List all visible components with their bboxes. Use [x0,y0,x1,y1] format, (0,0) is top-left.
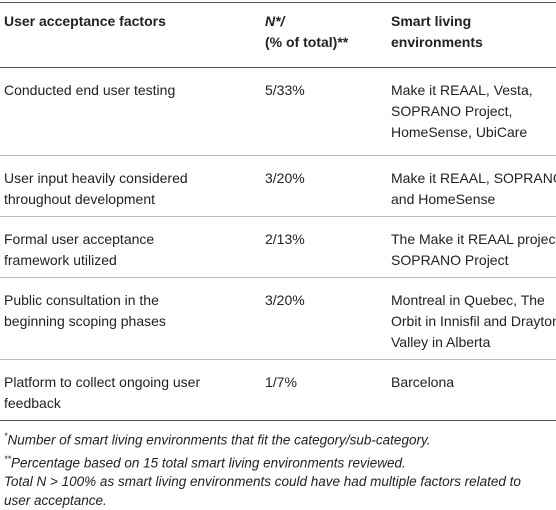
cell-line: Valley in Alberta [391,334,491,350]
table-cell: 1/7% [261,360,387,421]
footnote-text: Number of smart living environments that… [7,432,431,448]
cell-line: N*/ [265,13,285,29]
cell-line: beginning scoping phases [4,313,166,329]
cell-line: Public consultation in the [4,292,159,308]
column-header: Smart living environments [387,3,556,68]
cell-line: Platform to collect ongoing user [4,374,201,390]
cell-line: (% of total)** [265,34,349,50]
table-cell: Make it REAAL, SOPRANO and HomeSense [387,156,556,217]
cell-line: framework utilized [4,252,117,268]
table-cell: Make it REAAL, Vesta, SOPRANO Project, Hom… [387,68,556,156]
cell-line: Conducted end user testing [4,82,176,98]
table-cell: Public consultation in the beginning scop… [0,278,261,360]
cell-line: Orbit in Innisfil and Drayton [391,313,556,329]
cell-line: 3/20% [265,170,305,186]
table-row: Public consultation in the beginning scop… [0,278,556,360]
cell-line: The Make it REAAL project [391,231,556,247]
footnote-mark: ** [4,453,12,464]
cell-line: and HomeSense [391,191,496,207]
cell-line: Montreal in Quebec, The [391,292,545,308]
table-cell: 2/13% [261,217,387,278]
cell-line: 2/13% [265,231,305,247]
cell-line: User input heavily considered [4,170,188,186]
table-row: Platform to collect ongoing user feedback… [0,360,556,421]
table-cell: Formal user acceptance framework utilized [0,217,261,278]
table-cell: Conducted end user testing [0,68,261,156]
footnote: Total N > 100% as smart living environme… [4,472,552,510]
header-row: User acceptance factors N*/ (% of total)**… [0,2,556,68]
cell-line: SOPRANO Project, [391,103,513,119]
table-cell: Montreal in Quebec, The Orbit in Innisfil… [387,278,556,360]
footnote-text: user acceptance. [4,493,107,508]
footnotes: *Number of smart living environments tha… [0,421,556,510]
table-cell: The Make it REAAL project SOPRANO Project [387,217,556,278]
footnote-text: Total N > 100% as smart living environme… [4,474,521,489]
table-cell: 3/20% [261,278,387,360]
table-cell: 3/20% [261,156,387,217]
table-row: Conducted end user testing 5/33% Make it R… [0,68,556,156]
cell-line: Barcelona [391,374,455,390]
footnote: *Number of smart living environments tha… [4,427,552,450]
table-body: Conducted end user testing 5/33% Make it R… [0,68,556,421]
cell-line: HomeSense, UbiCare [391,124,528,140]
cell-line: SOPRANO Project [391,252,509,268]
cell-line: 3/20% [265,292,305,308]
cell-line: Make it REAAL, Vesta, [391,82,533,98]
footnote-mark: * [4,431,8,441]
table-cell: Platform to collect ongoing user feedback [0,360,261,421]
table: User acceptance factors N*/ (% of total)**… [0,2,556,421]
cell-line: Make it REAAL, SOPRANO [391,170,556,186]
table-cell: 5/33% [261,68,387,156]
cell-line: 5/33% [265,82,305,98]
table-cell: Barcelona [387,360,556,421]
cell-line: User acceptance factors [4,13,166,29]
column-header: User acceptance factors [0,3,261,68]
column-header: N*/ (% of total)** [261,3,387,68]
table-row: User input heavily considered throughout … [0,156,556,217]
cell-line: Smart living [391,13,472,29]
footnote: **Percentage based on 15 total smart liv… [4,450,552,473]
cell-line: Formal user acceptance [4,231,155,247]
table-cell: User input heavily considered throughout … [0,156,261,217]
table-header: User acceptance factors N*/ (% of total)**… [0,2,556,68]
cell-line: throughout development [4,191,155,207]
cell-line: feedback [4,395,61,411]
table-row: Formal user acceptance framework utilized… [0,217,556,278]
footnote-text: Percentage based on 15 total smart livin… [11,455,406,470]
cell-line: 1/7% [265,374,297,390]
cell-line: environments [391,34,483,50]
